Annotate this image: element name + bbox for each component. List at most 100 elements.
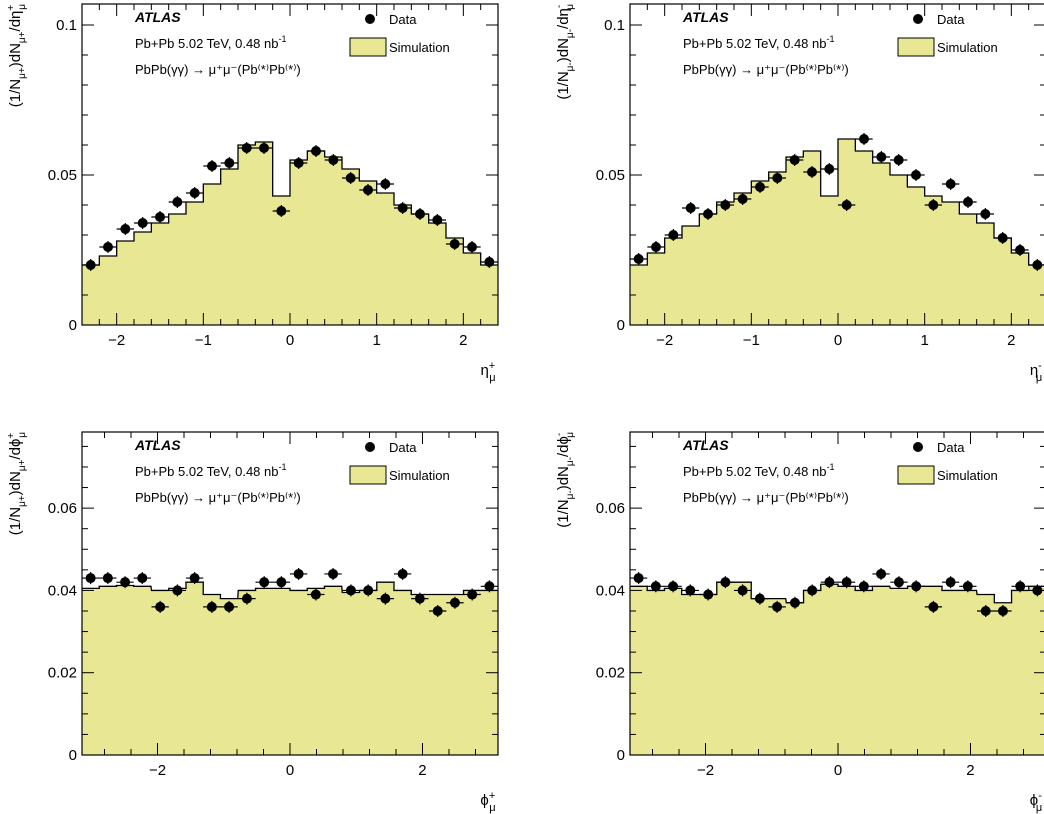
data-point bbox=[633, 573, 644, 584]
data-point bbox=[224, 601, 235, 612]
data-point bbox=[103, 242, 113, 252]
data-point bbox=[102, 573, 113, 584]
data-point bbox=[397, 203, 408, 213]
legend-data-marker bbox=[365, 14, 375, 24]
data-point bbox=[484, 581, 495, 592]
simulation-area bbox=[630, 139, 1044, 325]
data-point bbox=[876, 568, 887, 579]
simulation-area bbox=[82, 142, 498, 325]
x-tick-label: 0 bbox=[286, 332, 294, 349]
atlas-label: ATLAS bbox=[682, 437, 729, 453]
legend-data-marker bbox=[365, 442, 375, 452]
data-point bbox=[980, 605, 991, 616]
data-point bbox=[415, 209, 425, 219]
data-point bbox=[928, 601, 939, 612]
x-tick-label: −2 bbox=[697, 762, 714, 779]
data-point bbox=[155, 212, 165, 222]
data-point bbox=[963, 197, 973, 207]
legend-simulation-swatch bbox=[897, 37, 935, 57]
data-point bbox=[155, 601, 166, 612]
data-point bbox=[911, 170, 921, 180]
data-point bbox=[720, 200, 731, 210]
data-point bbox=[772, 601, 783, 612]
simulation-area bbox=[81, 582, 499, 755]
simulation-outline bbox=[82, 141, 498, 266]
y-tick-label: 0 bbox=[69, 747, 77, 764]
data-point bbox=[328, 568, 339, 579]
legend-simulation-swatch bbox=[349, 37, 387, 57]
data-point bbox=[449, 597, 460, 608]
atlas-label: ATLAS bbox=[134, 9, 181, 25]
data-point bbox=[449, 239, 460, 249]
y-tick-label: 0.05 bbox=[596, 167, 625, 184]
x-axis-label: η-μ bbox=[1030, 360, 1042, 384]
data-point bbox=[703, 589, 714, 600]
data-point bbox=[789, 155, 800, 165]
y-tick-label: 0.1 bbox=[56, 17, 77, 34]
y-tick-label: 0 bbox=[617, 317, 625, 334]
simulation-area bbox=[629, 582, 1044, 755]
data-point bbox=[259, 143, 269, 153]
legend-simulation-swatch bbox=[897, 465, 935, 485]
x-tick-label: −2 bbox=[656, 332, 673, 349]
data-point bbox=[997, 233, 1008, 243]
y-axis-label: (1/Nμ+)dNμ+/dη+μ bbox=[6, 4, 28, 107]
atlas-label: ATLAS bbox=[134, 437, 181, 453]
y-tick-label: 0.06 bbox=[48, 500, 77, 517]
data-point bbox=[945, 179, 956, 189]
data-point bbox=[668, 581, 679, 592]
legend-simulation-label: Simulation bbox=[389, 40, 450, 55]
x-tick-label: −2 bbox=[149, 762, 166, 779]
data-point bbox=[328, 155, 339, 165]
x-tick-label: −1 bbox=[743, 332, 760, 349]
process-label: PbPb(γγ) → μ⁺μ⁻(Pb⁽*⁾Pb⁽*⁾) bbox=[135, 490, 301, 505]
data-point bbox=[345, 585, 356, 596]
x-axis-label: ϕ-μ bbox=[1030, 790, 1042, 814]
y-tick-label: 0.02 bbox=[48, 665, 77, 682]
data-point bbox=[120, 577, 131, 588]
data-point bbox=[345, 173, 356, 183]
data-point bbox=[685, 585, 696, 596]
legend-simulation-label: Simulation bbox=[937, 468, 998, 483]
data-point bbox=[859, 134, 869, 144]
x-tick-label: 0 bbox=[834, 762, 842, 779]
data-point bbox=[720, 577, 731, 588]
data-point bbox=[380, 179, 391, 189]
luminosity-label: Pb+Pb 5.02 TeV, 0.48 nb-1 bbox=[135, 34, 287, 51]
chart-panel-3: −2 0 2 0 0.02 0.04 0.06 ϕ+ μ (1/Nμ+)dNμ+/dϕ+μ ATLA… bbox=[6, 431, 499, 814]
data-point bbox=[310, 589, 321, 600]
data-point bbox=[703, 209, 713, 219]
data-point bbox=[755, 182, 765, 192]
legend-simulation-label: Simulation bbox=[389, 468, 450, 483]
data-point bbox=[172, 197, 183, 207]
data-point bbox=[841, 577, 852, 588]
chart-panel-4: −2 0 2 0 0.02 0.04 0.06 ϕ-μ (1/Nμ-)dNμ-/dϕ-μ ATLA… bbox=[554, 431, 1044, 814]
data-point bbox=[876, 152, 887, 162]
data-point bbox=[293, 568, 304, 579]
legend-data-label: Data bbox=[389, 12, 417, 27]
data-point bbox=[789, 597, 800, 608]
simulation-outline bbox=[630, 138, 1044, 266]
data-point bbox=[962, 581, 973, 592]
data-point bbox=[363, 185, 373, 195]
x-tick-label: 0 bbox=[834, 332, 842, 349]
data-point bbox=[120, 224, 131, 234]
data-point bbox=[651, 242, 661, 252]
legend-data-marker bbox=[913, 14, 923, 24]
data-point bbox=[841, 200, 852, 210]
data-point bbox=[467, 242, 477, 252]
data-point bbox=[241, 143, 252, 153]
data-point bbox=[206, 601, 217, 612]
data-point bbox=[311, 146, 321, 156]
x-tick-label: −1 bbox=[195, 332, 212, 349]
data-point bbox=[893, 155, 904, 165]
y-axis-label: (1/Nμ-)dNμ-/dη-μ bbox=[554, 4, 576, 100]
data-point bbox=[484, 257, 495, 267]
y-tick-label: 0.06 bbox=[596, 500, 625, 517]
legend-simulation-swatch bbox=[349, 465, 387, 485]
data-point bbox=[997, 605, 1008, 616]
data-point bbox=[824, 164, 835, 174]
x-axis-label: η+ μ bbox=[480, 360, 495, 384]
data-point bbox=[85, 573, 96, 584]
